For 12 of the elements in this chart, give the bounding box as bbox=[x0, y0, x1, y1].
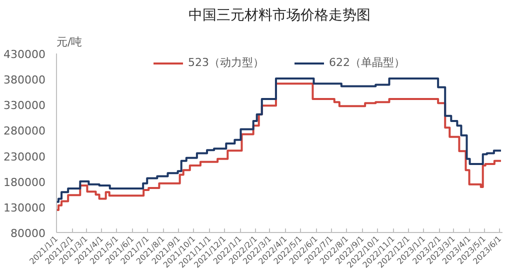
y-tick-label: 380000 bbox=[4, 74, 46, 87]
y-tick-label: 130000 bbox=[4, 201, 46, 214]
y-tick-label: 80000 bbox=[10, 227, 46, 240]
y-tick-label: 430000 bbox=[4, 48, 46, 61]
y-tick-label: 230000 bbox=[4, 150, 46, 164]
y-axis-title: 元/吨 bbox=[56, 36, 82, 48]
y-tick-label: 330000 bbox=[4, 99, 46, 112]
chart-title: 中国三元材料市场价格走势图 bbox=[188, 8, 370, 24]
y-tick-label: 180000 bbox=[4, 176, 46, 189]
y-tick-label: 280000 bbox=[4, 124, 46, 138]
legend-label: 523（动力型） bbox=[188, 55, 264, 70]
legend-label: 622（单晶型） bbox=[329, 55, 405, 70]
